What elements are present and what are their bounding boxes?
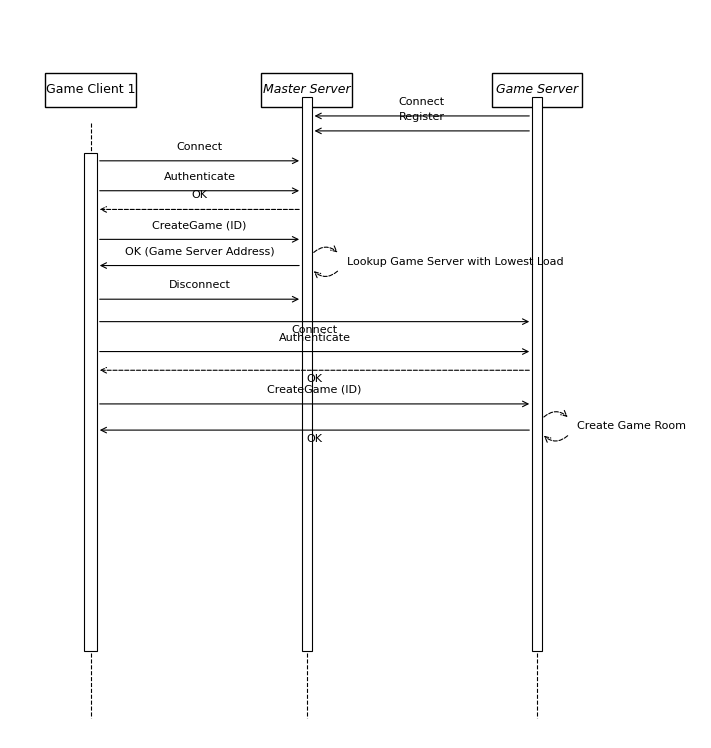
Text: Authenticate: Authenticate: [279, 333, 351, 343]
Bar: [532, 97, 542, 651]
Bar: [302, 97, 311, 651]
Text: Authenticate: Authenticate: [164, 172, 235, 182]
Text: Register: Register: [399, 112, 445, 122]
Text: OK: OK: [191, 191, 208, 200]
Bar: [85, 153, 97, 651]
Text: OK: OK: [306, 434, 323, 444]
FancyBboxPatch shape: [46, 73, 136, 106]
Text: Master Server: Master Server: [263, 83, 351, 96]
Text: Game Client 1: Game Client 1: [46, 83, 135, 96]
Text: CreateGame (ID): CreateGame (ID): [267, 385, 362, 395]
Text: Connect: Connect: [292, 325, 338, 335]
Text: OK: OK: [306, 374, 323, 384]
FancyBboxPatch shape: [491, 73, 582, 106]
Text: OK (Game Server Address): OK (Game Server Address): [124, 247, 274, 257]
FancyBboxPatch shape: [262, 73, 352, 106]
Text: Lookup Game Server with Lowest Load: Lookup Game Server with Lowest Load: [346, 257, 563, 267]
Text: Connect: Connect: [176, 142, 223, 152]
Text: Connect: Connect: [399, 97, 445, 107]
Text: Create Game Room: Create Game Room: [577, 421, 685, 432]
Text: Disconnect: Disconnect: [169, 280, 230, 290]
Text: Game Server: Game Server: [496, 83, 578, 96]
Text: CreateGame (ID): CreateGame (ID): [152, 221, 247, 230]
